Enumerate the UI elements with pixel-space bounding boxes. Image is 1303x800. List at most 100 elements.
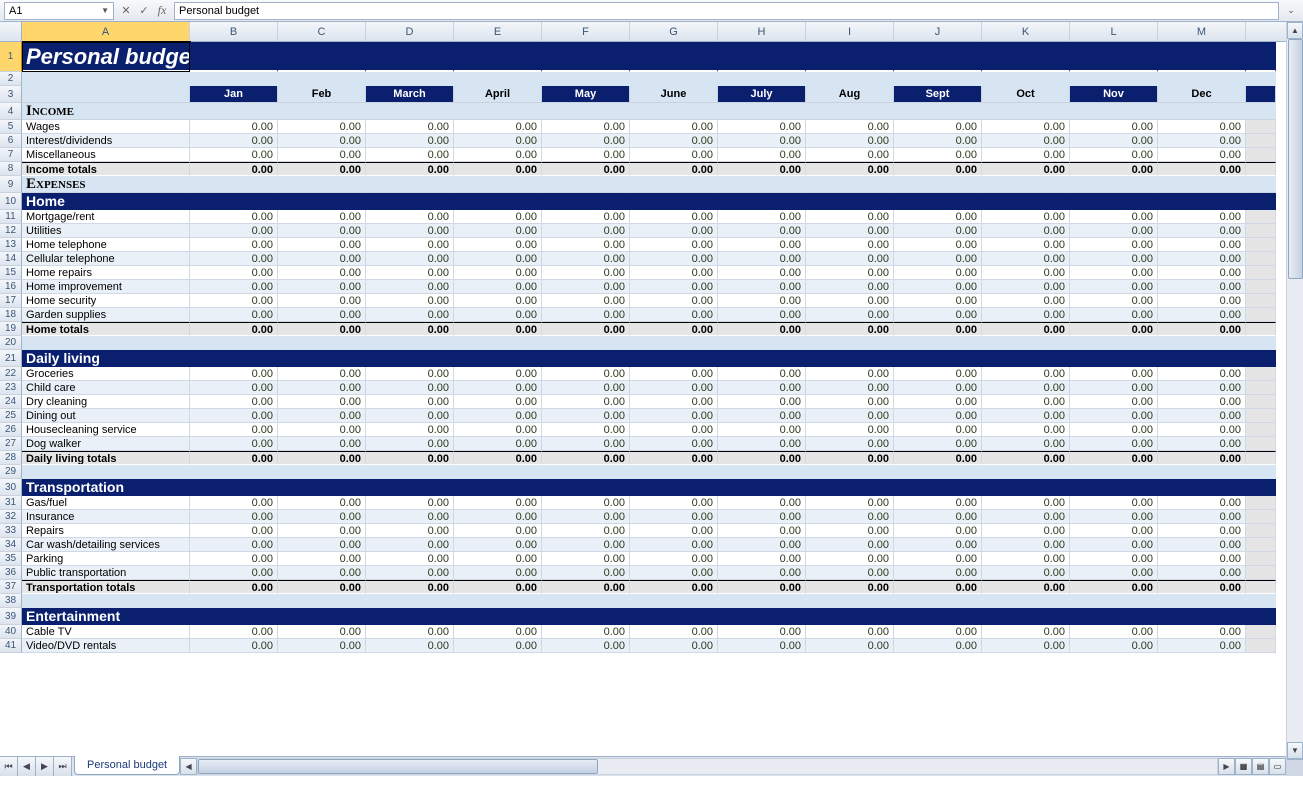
data-cell[interactable]: 0.00 — [1070, 381, 1158, 395]
data-cell[interactable]: 0.00 — [982, 294, 1070, 308]
data-cell[interactable]: 0.00 — [718, 524, 806, 538]
cell[interactable] — [718, 176, 806, 193]
row-header[interactable]: 37 — [0, 580, 22, 594]
cell[interactable] — [1246, 103, 1276, 120]
data-cell[interactable]: 0.00 — [454, 238, 542, 252]
total-cell[interactable]: 0.00 — [630, 322, 718, 336]
data-cell[interactable]: 0.00 — [542, 395, 630, 409]
data-cell[interactable]: 0.00 — [366, 134, 454, 148]
row-label[interactable]: Public transportation — [22, 566, 190, 580]
data-cell[interactable]: 0.00 — [190, 409, 278, 423]
total-cell[interactable]: 0.00 — [454, 322, 542, 336]
cell[interactable] — [718, 608, 806, 625]
data-cell[interactable]: 0.00 — [982, 566, 1070, 580]
row-header[interactable]: 22 — [0, 367, 22, 381]
formula-input[interactable]: Personal budget — [174, 2, 1279, 20]
cell[interactable] — [630, 350, 718, 367]
cell[interactable] — [1158, 336, 1246, 350]
cell[interactable] — [630, 608, 718, 625]
cell[interactable] — [982, 176, 1070, 193]
column-header[interactable]: Y — [1246, 22, 1286, 42]
total-cell[interactable]: 0.00 — [542, 322, 630, 336]
data-cell[interactable]: 0.00 — [1070, 148, 1158, 162]
cell[interactable] — [1070, 594, 1158, 608]
data-cell[interactable]: 0.00 — [806, 510, 894, 524]
data-cell[interactable]: 0.00 — [718, 409, 806, 423]
cell-grid[interactable]: Personal budgetJanFebMarchAprilMayJuneJu… — [22, 42, 1286, 653]
data-cell[interactable]: 0.00 — [982, 496, 1070, 510]
data-cell[interactable]: 0.00 — [454, 210, 542, 224]
month-header[interactable]: Aug — [806, 86, 894, 103]
cell[interactable] — [1246, 608, 1276, 625]
data-cell[interactable]: 0.00 — [1158, 524, 1246, 538]
data-cell[interactable]: 0.00 — [366, 210, 454, 224]
data-cell[interactable]: 0.00 — [1158, 437, 1246, 451]
data-cell[interactable]: 0.00 — [366, 496, 454, 510]
data-cell[interactable]: 0.00 — [630, 437, 718, 451]
total-cell[interactable]: 0.00 — [630, 162, 718, 176]
data-cell[interactable]: 0.00 — [542, 280, 630, 294]
row-header[interactable]: 29 — [0, 465, 22, 479]
cell[interactable] — [1158, 42, 1246, 72]
data-cell[interactable]: 0.00 — [630, 134, 718, 148]
data-cell[interactable]: 0.00 — [542, 639, 630, 653]
data-cell[interactable]: 0.00 — [190, 238, 278, 252]
data-cell[interactable]: 0.00 — [366, 538, 454, 552]
row-label[interactable]: Dry cleaning — [22, 395, 190, 409]
data-cell[interactable]: 0.00 — [190, 423, 278, 437]
cell[interactable] — [278, 193, 366, 210]
data-cell[interactable]: 0.00 — [1070, 625, 1158, 639]
data-cell[interactable]: 0.00 — [630, 510, 718, 524]
cell[interactable] — [542, 336, 630, 350]
cell[interactable] — [1246, 294, 1276, 308]
column-header[interactable]: E — [454, 22, 542, 42]
cell[interactable] — [190, 465, 278, 479]
row-label[interactable]: Child care — [22, 381, 190, 395]
data-cell[interactable]: 0.00 — [454, 308, 542, 322]
cell[interactable] — [982, 103, 1070, 120]
row-header[interactable]: 8 — [0, 162, 22, 176]
data-cell[interactable]: 0.00 — [630, 409, 718, 423]
data-cell[interactable]: 0.00 — [542, 566, 630, 580]
data-cell[interactable]: 0.00 — [454, 280, 542, 294]
sheet-tab[interactable]: Personal budget — [74, 756, 180, 775]
data-cell[interactable]: 0.00 — [278, 308, 366, 322]
data-cell[interactable]: 0.00 — [806, 381, 894, 395]
data-cell[interactable]: 0.00 — [190, 566, 278, 580]
cell[interactable] — [190, 103, 278, 120]
data-cell[interactable]: 0.00 — [454, 566, 542, 580]
column-header[interactable]: A — [22, 22, 190, 42]
data-cell[interactable]: 0.00 — [1070, 134, 1158, 148]
cell[interactable] — [22, 336, 190, 350]
cell[interactable] — [542, 103, 630, 120]
data-cell[interactable]: 0.00 — [366, 224, 454, 238]
data-cell[interactable]: 0.00 — [278, 409, 366, 423]
data-cell[interactable]: 0.00 — [190, 120, 278, 134]
data-cell[interactable]: 0.00 — [1158, 639, 1246, 653]
cell[interactable] — [806, 336, 894, 350]
cell[interactable] — [982, 336, 1070, 350]
data-cell[interactable]: 0.00 — [894, 280, 982, 294]
data-cell[interactable]: 0.00 — [894, 134, 982, 148]
cell[interactable] — [1158, 193, 1246, 210]
data-cell[interactable]: 0.00 — [454, 252, 542, 266]
cell[interactable] — [718, 465, 806, 479]
total-cell[interactable]: 0.00 — [630, 580, 718, 594]
data-cell[interactable]: 0.00 — [982, 395, 1070, 409]
cell[interactable] — [1070, 336, 1158, 350]
select-all-corner[interactable] — [0, 22, 22, 42]
cell[interactable] — [542, 594, 630, 608]
data-cell[interactable]: 0.00 — [1158, 266, 1246, 280]
cell[interactable] — [1246, 224, 1276, 238]
category-heading[interactable]: Home — [22, 193, 190, 210]
data-cell[interactable]: 0.00 — [630, 625, 718, 639]
data-cell[interactable]: 0.00 — [278, 134, 366, 148]
data-cell[interactable]: 0.00 — [630, 294, 718, 308]
data-cell[interactable]: 0.00 — [718, 566, 806, 580]
row-label[interactable]: Video/DVD rentals — [22, 639, 190, 653]
cell[interactable] — [982, 594, 1070, 608]
data-cell[interactable]: 0.00 — [894, 437, 982, 451]
data-cell[interactable]: 0.00 — [1158, 395, 1246, 409]
cell[interactable] — [806, 176, 894, 193]
data-cell[interactable]: 0.00 — [982, 524, 1070, 538]
